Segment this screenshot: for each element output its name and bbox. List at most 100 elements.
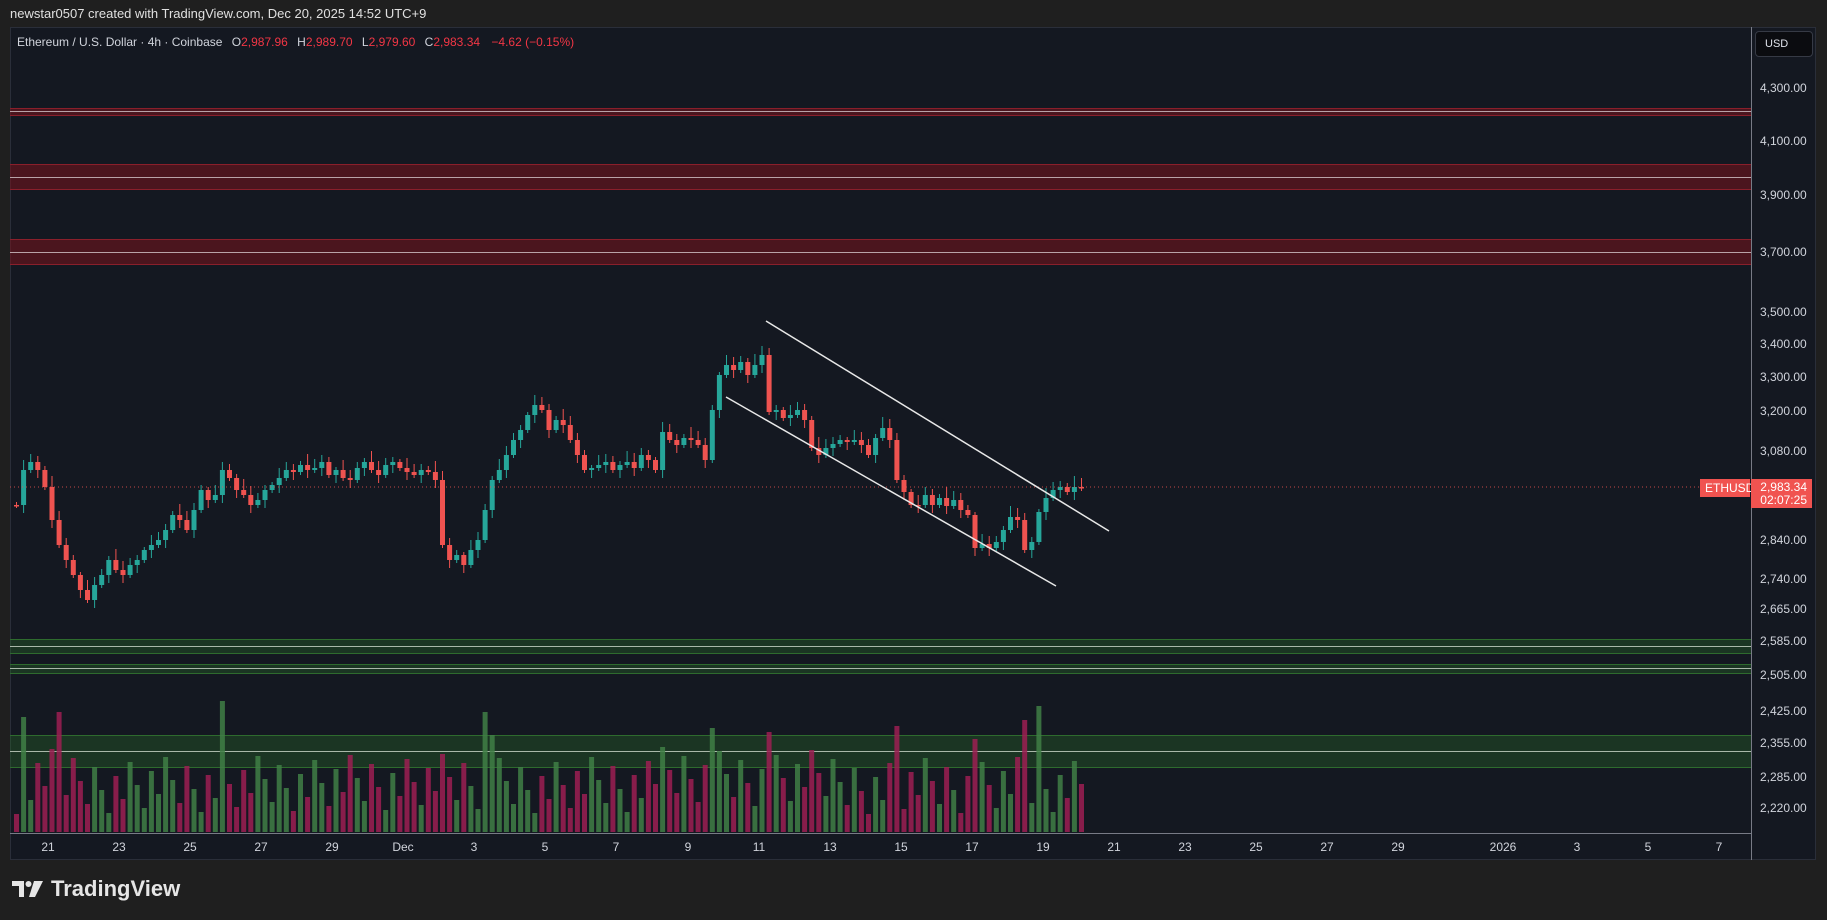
candle-down — [326, 462, 332, 475]
symbol-title[interactable]: Ethereum / U.S. Dollar · 4h · Coinbase — [17, 35, 223, 49]
volume-bar — [482, 712, 488, 832]
volume-bar — [589, 757, 595, 832]
support-zone[interactable] — [10, 639, 1751, 654]
time-tick: 25 — [1249, 840, 1263, 854]
price-tick: 3,200.00 — [1760, 404, 1807, 418]
candle-down — [858, 440, 864, 445]
channel-lower-trendline[interactable] — [725, 396, 1057, 587]
candle-down — [77, 575, 83, 590]
volume-bar — [624, 812, 630, 832]
time-tick: 21 — [1107, 840, 1121, 854]
volume-bar — [1015, 757, 1021, 832]
candle-up — [496, 470, 502, 480]
resistance-zone[interactable] — [10, 108, 1751, 116]
last-price-symbol-tag: ETHUSD — [1700, 479, 1754, 497]
volume-bar — [141, 808, 147, 832]
volume-bar — [603, 803, 609, 832]
volume-bar — [468, 786, 474, 832]
volume-bar — [823, 796, 829, 832]
candle-down — [1015, 517, 1021, 520]
candle-up — [106, 560, 112, 575]
volume-bar — [809, 750, 815, 832]
volume-bar — [965, 776, 971, 832]
volume-bar — [908, 772, 914, 832]
volume-bar — [255, 756, 261, 832]
tradingview-logo[interactable]: TradingView — [12, 876, 180, 902]
volume-bar — [511, 804, 516, 832]
zone-midline — [10, 177, 1751, 178]
candle-down — [461, 555, 467, 565]
time-tick: 9 — [684, 840, 692, 854]
support-zone[interactable] — [10, 664, 1751, 674]
volume-bar — [99, 790, 105, 832]
candle-up — [837, 440, 843, 444]
candle-down — [688, 438, 694, 440]
candle-down — [241, 490, 247, 495]
price-tick: 2,425.00 — [1760, 704, 1807, 718]
candle-down — [234, 478, 240, 490]
volume-bar — [937, 804, 942, 832]
volume-bar — [631, 775, 637, 832]
support-zone[interactable] — [10, 735, 1751, 768]
candle-down — [610, 462, 616, 470]
volume-bar — [553, 762, 559, 832]
candle-down — [766, 355, 772, 412]
volume-bar — [546, 799, 552, 832]
candle-up — [298, 465, 303, 472]
price-tick: 4,300.00 — [1760, 81, 1807, 95]
volume-bar — [674, 793, 680, 832]
resistance-zone[interactable] — [10, 164, 1751, 190]
volume-bar — [1036, 706, 1042, 832]
volume-bar — [709, 728, 715, 832]
candle-up — [589, 468, 595, 470]
candle-down — [546, 410, 552, 430]
candle-down — [780, 410, 786, 418]
channel-upper-trendline[interactable] — [765, 320, 1110, 532]
candle-down — [440, 480, 445, 545]
volume-bar — [28, 800, 34, 832]
candle-up — [787, 415, 793, 418]
volume-bar — [35, 763, 41, 832]
candle-down — [972, 515, 978, 548]
time-tick: 19 — [1036, 840, 1050, 854]
price-axis[interactable] — [1751, 27, 1816, 860]
candle-up — [28, 462, 34, 470]
volume-bar — [177, 803, 183, 832]
volume-bar — [205, 775, 211, 832]
candle-down — [305, 465, 311, 470]
candle-up — [198, 490, 204, 510]
candle-up — [1043, 498, 1049, 512]
volume-bar — [1043, 789, 1049, 832]
price-tick: 3,400.00 — [1760, 337, 1807, 351]
currency-button[interactable]: USD — [1755, 31, 1813, 57]
volume-bar — [844, 805, 850, 832]
time-tick: 23 — [112, 840, 126, 854]
volume-bar — [489, 735, 495, 832]
volume-bar — [21, 717, 27, 832]
price-tick: 2,740.00 — [1760, 572, 1807, 586]
candle-up — [738, 362, 744, 370]
candle-up — [503, 455, 509, 470]
volume-bar — [1008, 794, 1013, 832]
candle-down — [667, 432, 673, 440]
volume-bar — [866, 814, 871, 832]
volume-bar — [816, 773, 822, 832]
candle-up — [1071, 487, 1077, 492]
candle-down — [397, 462, 403, 468]
volume-bar — [63, 795, 69, 832]
volume-bar — [432, 791, 438, 832]
time-tick: 13 — [823, 840, 837, 854]
resistance-zone[interactable] — [10, 239, 1751, 265]
candle-up — [937, 498, 942, 505]
volume-bar — [184, 766, 190, 832]
candle-up — [156, 540, 161, 545]
time-tick: 27 — [254, 840, 268, 854]
volume-bar — [1050, 812, 1056, 832]
volume-bar — [56, 712, 62, 832]
time-axis[interactable] — [10, 833, 1751, 860]
candle-up — [759, 355, 765, 365]
time-tick: 23 — [1178, 840, 1192, 854]
volume-bar — [440, 754, 445, 832]
candle-down — [404, 468, 410, 472]
